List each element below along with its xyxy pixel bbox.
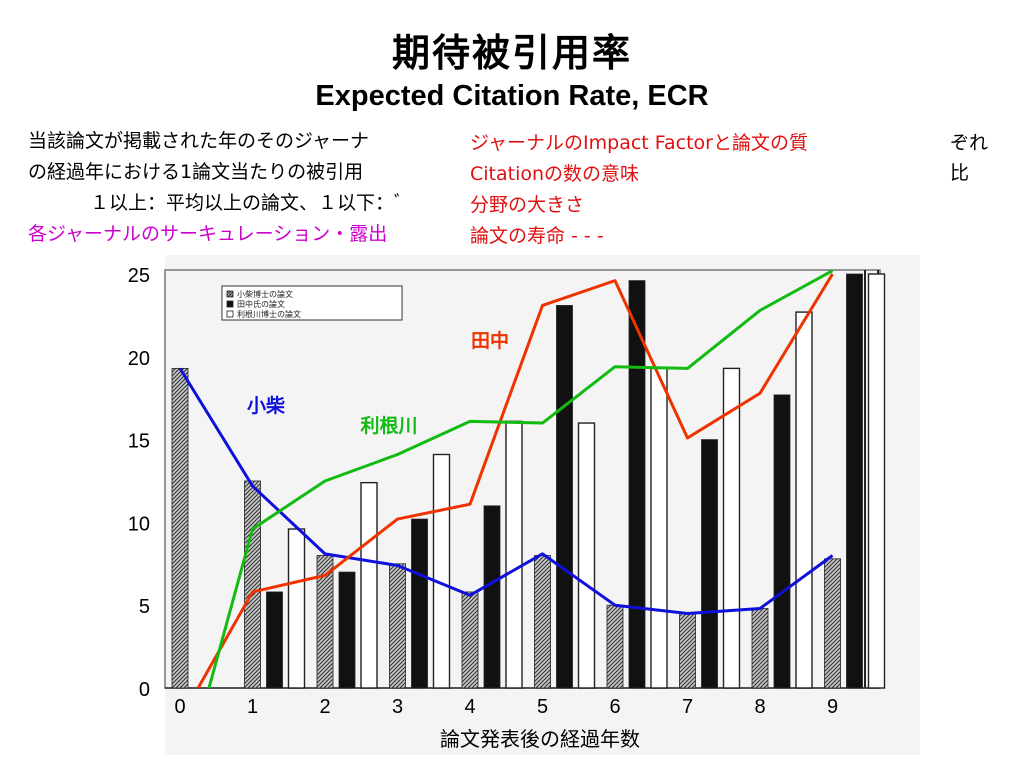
x-tick-label: 5: [537, 696, 548, 718]
bar-3: [505, 420, 523, 689]
y-tick-label: 15: [128, 431, 150, 453]
bar-3: [287, 528, 306, 689]
legend-swatch: [226, 310, 234, 318]
bar-2: [483, 505, 501, 689]
line-series-1: [178, 367, 834, 615]
bar-3: [650, 367, 668, 689]
bar-3: [722, 367, 741, 689]
y-tick-label: 20: [128, 348, 150, 370]
bar-1: [751, 608, 769, 689]
description-middle-line-3: 分野の大きさ: [470, 194, 585, 216]
description-middle-line-4: 論文の寿命 - - -: [470, 225, 604, 247]
description-left-line-4: 各ジャーナルのサーキュレーション・露出: [28, 223, 388, 245]
bar-2: [411, 518, 428, 689]
x-tick-label: 1: [247, 696, 258, 718]
y-tick-label: 5: [139, 596, 150, 618]
description-middle: ジャーナルのImpact Factorと論文の質 Citationの数の意味 分…: [470, 128, 808, 252]
bar-1: [389, 563, 406, 689]
line-series-2: [196, 273, 834, 689]
bar-2: [266, 591, 283, 689]
bar-2: [701, 439, 718, 689]
x-tick-label: 0: [174, 696, 185, 718]
bar-3: [577, 422, 596, 689]
y-tick-label: 10: [128, 513, 150, 535]
description-left-line-3: １以上：平均以上の論文、１以下：ﾞ: [90, 192, 404, 214]
x-tick-label: 2: [319, 696, 330, 718]
description-middle-line-1: ジャーナルのImpact Factorと論文の質: [470, 132, 808, 154]
x-tick-label: 9: [827, 696, 838, 718]
y-tick-label: 0: [139, 679, 150, 701]
line-series-3: [207, 269, 834, 689]
bar-2: [773, 394, 791, 689]
x-tick-label: 8: [754, 696, 765, 718]
legend-label: 小柴博士の論文: [237, 289, 293, 299]
series-label-3: 利根川: [360, 414, 417, 437]
bar-2: [338, 571, 356, 689]
description-right-line-1: ぞれ: [950, 132, 989, 154]
series-label-2: 田中: [471, 329, 509, 352]
description-right-line-2: 比: [950, 162, 970, 184]
bar-2: [628, 280, 646, 689]
x-axis-title: 論文発表後の経過年数: [440, 727, 640, 751]
description-left-line-1: 当該論文が掲載された年のそのジャーナ: [28, 130, 370, 152]
series-label-1: 小柴: [247, 394, 286, 417]
legend-swatch: [226, 300, 234, 308]
bar-3: [867, 273, 886, 689]
bar-2: [556, 305, 573, 689]
y-tick-label: 25: [128, 265, 150, 287]
legend-box: [221, 285, 403, 321]
x-tick-label: 7: [682, 696, 693, 718]
page-title: 期待被引用率: [391, 31, 632, 75]
x-tick-label: 3: [392, 696, 403, 718]
bar-1: [461, 591, 479, 689]
bar-1: [824, 558, 841, 689]
legend-label: 利根川博士の論文: [237, 309, 301, 319]
bar-1: [534, 555, 551, 689]
legend-swatch: [226, 290, 234, 298]
bar-2: [846, 273, 863, 689]
x-tick-label: 4: [464, 696, 475, 718]
description-left: 当該論文が掲載された年のそのジャーナ の経過年における1論文当たりの被引用 １以…: [28, 126, 458, 250]
bar-3: [432, 453, 451, 689]
description-left-line-2: の経過年における1論文当たりの被引用: [28, 161, 364, 183]
page-subtitle: Expected Citation Rate, ECR: [315, 80, 709, 112]
bar-1: [316, 555, 334, 689]
bar-3: [360, 481, 378, 689]
bar-1: [679, 613, 696, 689]
bar-1: [244, 480, 261, 689]
bar-1: [171, 367, 189, 689]
description-middle-line-2: Citationの数の意味: [470, 163, 640, 185]
bar-1: [606, 604, 624, 689]
description-right: ぞれ 比: [950, 128, 988, 188]
legend-label: 田中氏の論文: [237, 299, 285, 309]
x-tick-label: 6: [609, 696, 620, 718]
bar-3: [795, 311, 813, 689]
